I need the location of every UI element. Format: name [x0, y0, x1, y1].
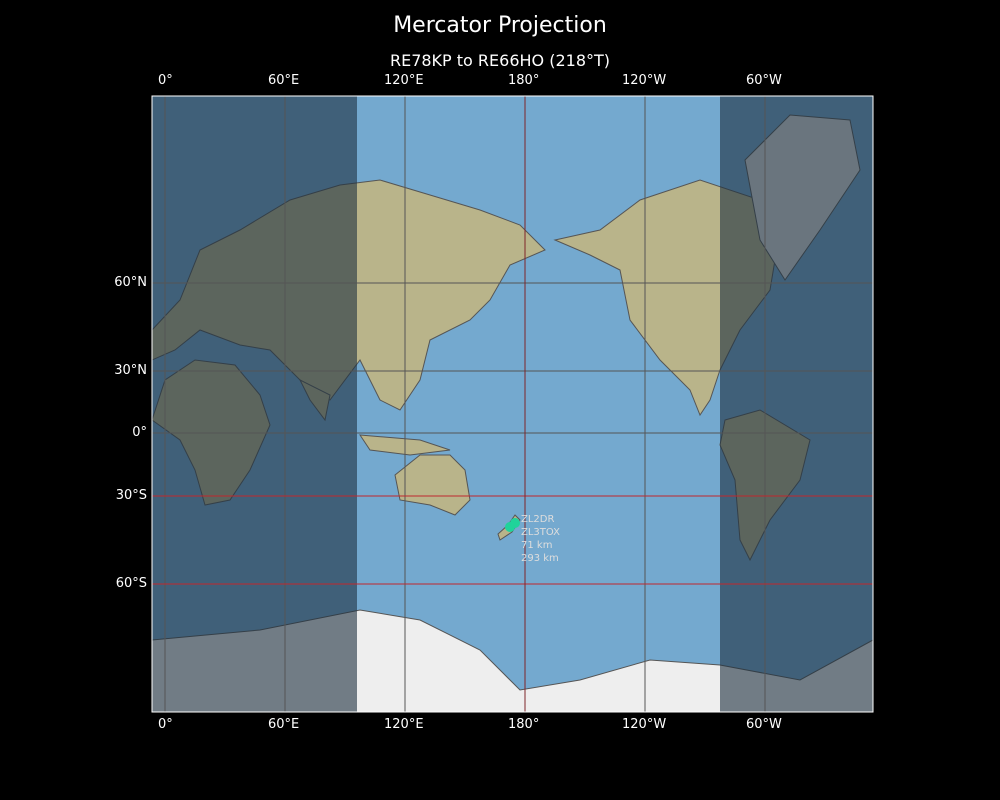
x-tick-bottom: 0°: [158, 717, 173, 732]
y-tick: 30°N: [114, 363, 147, 378]
x-tick-top: 60°E: [268, 73, 300, 88]
x-tick-bottom: 60°E: [268, 717, 300, 732]
map-frame: [151, 95, 874, 713]
night-shade-east: [720, 96, 873, 712]
x-tick-bottom: 60°W: [746, 717, 782, 732]
x-tick-top: 120°W: [622, 73, 667, 88]
figure-title: Mercator Projection: [393, 13, 607, 38]
map-subtitle: RE78KP to RE66HO (218°T): [389, 51, 611, 70]
x-tick-top: 180°: [508, 73, 540, 88]
station-marker[interactable]: [510, 518, 520, 528]
y-tick: 0°: [132, 425, 147, 440]
x-tick-top: 0°: [158, 73, 173, 88]
station-label: ZL3TOX: [521, 527, 560, 538]
y-tick: 60°S: [115, 576, 147, 591]
x-tick-bottom: 180°: [508, 717, 540, 732]
night-shade-west: [152, 96, 357, 712]
station-label: ZL2DR: [521, 514, 555, 525]
land-australia: [394, 454, 471, 516]
x-tick-bottom: 120°W: [622, 717, 667, 732]
x-tick-top: 60°W: [746, 73, 782, 88]
x-tick-bottom: 120°E: [384, 717, 424, 732]
distance-label: 71 km: [521, 540, 553, 551]
y-tick: 30°S: [115, 488, 147, 503]
distance-label: 293 km: [521, 553, 559, 564]
x-tick-top: 120°E: [384, 73, 424, 88]
y-tick: 60°N: [114, 275, 147, 290]
